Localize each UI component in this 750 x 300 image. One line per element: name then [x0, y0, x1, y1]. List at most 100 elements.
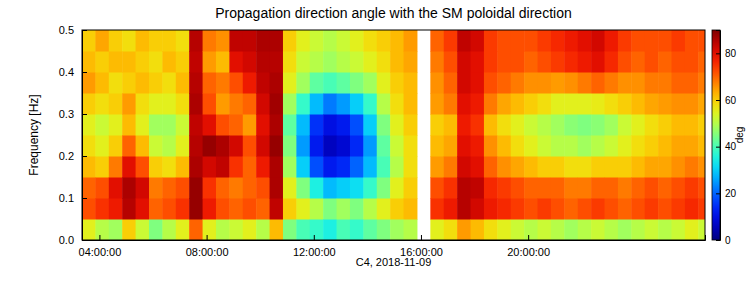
cell [296, 51, 310, 73]
y-axis: 0.00.10.20.30.40.5 [59, 24, 87, 246]
cell [189, 135, 203, 157]
cell [390, 93, 404, 115]
cell [149, 72, 163, 94]
cell [484, 30, 498, 52]
cell [564, 72, 578, 94]
cell [136, 114, 150, 136]
cell [658, 219, 672, 240]
cell [229, 219, 243, 240]
cell [658, 135, 672, 157]
cell [578, 198, 592, 220]
cell [698, 219, 705, 240]
cell [578, 177, 592, 199]
cell [216, 114, 230, 136]
tick-mark [82, 198, 87, 199]
cell [538, 51, 552, 73]
cell [176, 135, 190, 157]
cell [82, 72, 96, 94]
cell [484, 135, 498, 157]
colorbar-axis-line [716, 31, 721, 241]
cell [551, 114, 565, 136]
tick-mark [421, 235, 422, 240]
tick-label: 0.4 [59, 66, 74, 78]
cell [471, 156, 485, 178]
cell [631, 135, 645, 157]
cell [256, 30, 270, 52]
cell [645, 219, 659, 240]
cell [176, 30, 190, 52]
cell [162, 51, 176, 73]
cell [538, 93, 552, 115]
cell [176, 198, 190, 220]
y-axis-line [83, 31, 88, 241]
tick: 60 [716, 95, 737, 106]
cell [122, 51, 136, 73]
cell [109, 198, 123, 220]
cell [270, 93, 284, 115]
cell [578, 93, 592, 115]
cell [203, 198, 217, 220]
cell [149, 93, 163, 115]
cell [82, 30, 96, 52]
cell [270, 156, 284, 178]
cell [122, 156, 136, 178]
tick: 16:00:00 [400, 235, 443, 258]
cell [243, 177, 257, 199]
cell [95, 93, 109, 115]
cell [591, 93, 605, 115]
cell [337, 219, 351, 240]
cell [685, 114, 699, 136]
cell [176, 219, 190, 240]
cell [296, 177, 310, 199]
cell [216, 156, 230, 178]
cell [564, 156, 578, 178]
cell [524, 198, 538, 220]
cell [95, 198, 109, 220]
cell [457, 30, 471, 52]
cell [444, 177, 458, 199]
cell [323, 72, 337, 94]
cell [109, 51, 123, 73]
cell [471, 51, 485, 73]
cell [672, 135, 686, 157]
cell [350, 219, 364, 240]
cell [672, 198, 686, 220]
cell [685, 198, 699, 220]
cell [149, 114, 163, 136]
cell [672, 30, 686, 52]
cell [377, 72, 391, 94]
chart: Propagation direction angle with the SM … [0, 0, 750, 300]
cell [350, 135, 364, 157]
cell [605, 30, 619, 52]
tick: 12:00:00 [293, 235, 336, 258]
cell [645, 51, 659, 73]
cell [685, 93, 699, 115]
cell [363, 135, 377, 157]
cell [243, 30, 257, 52]
cell [685, 177, 699, 199]
tick: 0 [716, 235, 731, 246]
cell [203, 114, 217, 136]
cell [243, 72, 257, 94]
tick-mark [716, 240, 720, 241]
cell [149, 198, 163, 220]
cell [605, 198, 619, 220]
tick-label: 04:00:00 [79, 246, 122, 258]
cell [564, 51, 578, 73]
cell [404, 177, 418, 199]
cell [216, 51, 230, 73]
cell [618, 30, 632, 52]
cell [377, 30, 391, 52]
cell [229, 114, 243, 136]
cell [337, 156, 351, 178]
cell [296, 219, 310, 240]
cell [189, 177, 203, 199]
cell [484, 51, 498, 73]
cell [337, 135, 351, 157]
cell [189, 114, 203, 136]
cell [645, 135, 659, 157]
cell [685, 135, 699, 157]
cell [430, 114, 444, 136]
cell [564, 114, 578, 136]
cell [685, 51, 699, 73]
